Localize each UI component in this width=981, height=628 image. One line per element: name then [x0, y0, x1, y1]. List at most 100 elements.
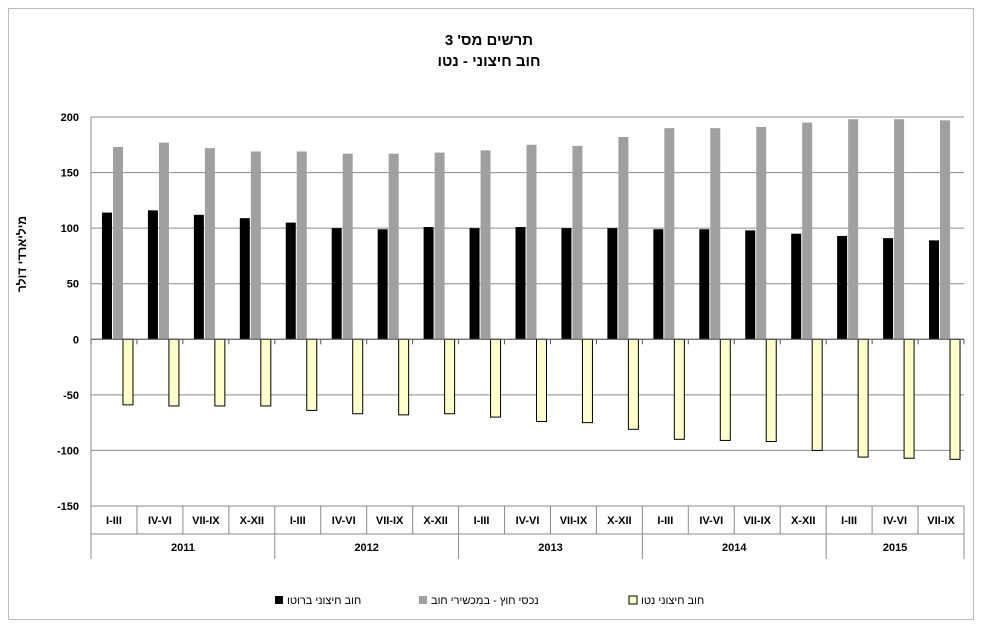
- bars: [101, 119, 961, 460]
- bar: [811, 338, 823, 451]
- quarter-label: VII-IX: [927, 515, 955, 527]
- quarter-label: VII-IX: [376, 515, 404, 527]
- bar: [618, 137, 629, 340]
- y-tick-label: 100: [61, 223, 79, 235]
- chart-svg: 200 150 100 50 0 -50 -100 -150 I-III IV-VI VII-IX…: [15, 32, 965, 607]
- bar: [607, 228, 618, 340]
- bar: [101, 212, 112, 340]
- chart-subtitle: חוב חיצוני - נטו: [437, 53, 540, 70]
- bar: [903, 338, 915, 459]
- bar: [719, 338, 731, 441]
- bar: [857, 338, 869, 458]
- bar: [388, 153, 399, 340]
- bar: [398, 338, 410, 416]
- quarter-label: IV-VI: [516, 515, 540, 527]
- quarter-label: I-III: [474, 515, 490, 527]
- bar: [802, 122, 813, 340]
- y-tick-label: -50: [63, 390, 79, 402]
- bar: [572, 145, 583, 340]
- bar: [561, 228, 572, 340]
- bar: [147, 210, 158, 340]
- bar: [193, 214, 204, 340]
- axes: [90, 117, 965, 559]
- legend-label: חוב חיצוני ברוטו: [287, 595, 361, 607]
- quarter-label: I-III: [290, 515, 306, 527]
- quarter-label: I-III: [657, 515, 673, 527]
- y-axis-label: מיליארדי דולר: [15, 216, 29, 292]
- chart-frame: 200 150 100 50 0 -50 -100 -150 I-III IV-VI VII-IX…: [8, 8, 974, 620]
- bar: [526, 144, 537, 340]
- quarter-label: VII-IX: [560, 515, 588, 527]
- quarter-label: X-XII: [791, 515, 815, 527]
- bar: [434, 152, 445, 340]
- bar: [239, 218, 250, 340]
- bar: [250, 151, 261, 340]
- bar: [765, 338, 777, 443]
- legend-label: נכסי חוץ - במכשירי חוב: [431, 595, 539, 607]
- legend: חוב חיצוני ברוטו נכסי חוץ - במכשירי חוב חו…: [275, 595, 704, 607]
- bar: [423, 227, 434, 340]
- quarter-label: IV-VI: [883, 515, 907, 527]
- bar: [342, 153, 353, 340]
- bar: [112, 147, 123, 340]
- y-tick-label: 50: [67, 279, 79, 291]
- quarter-label: IV-VI: [148, 515, 172, 527]
- bar: [352, 338, 364, 415]
- bar: [204, 148, 215, 340]
- legend-label: חוב חיצוני נטו: [641, 595, 704, 607]
- bar: [664, 128, 675, 340]
- bar: [848, 119, 859, 340]
- legend-swatch: [419, 596, 427, 604]
- bar: [515, 227, 526, 340]
- bar: [377, 229, 388, 340]
- bar: [296, 151, 307, 340]
- y-tick-label: 150: [61, 168, 79, 180]
- bar: [940, 120, 951, 340]
- year-label: 2012: [354, 542, 378, 554]
- bar: [894, 119, 905, 340]
- bar: [653, 229, 664, 340]
- bar: [469, 228, 480, 340]
- bar: [745, 230, 756, 340]
- quarter-label: I-III: [106, 515, 122, 527]
- bar: [444, 338, 456, 415]
- bar: [756, 127, 767, 340]
- bar: [837, 235, 848, 340]
- bar: [214, 338, 226, 407]
- year-label: 2013: [538, 542, 562, 554]
- legend-item: חוב חיצוני נטו: [628, 595, 704, 607]
- legend-item: חוב חיצוני ברוטו: [275, 595, 361, 607]
- y-tick-label: 0: [73, 334, 79, 346]
- bar: [673, 338, 685, 440]
- year-label: 2014: [722, 542, 747, 554]
- y-tick-label: -150: [57, 501, 79, 513]
- bar: [306, 338, 318, 411]
- bar: [122, 338, 134, 406]
- bar: [168, 338, 180, 407]
- legend-swatch: [628, 595, 638, 605]
- legend-item: נכסי חוץ - במכשירי חוב: [419, 595, 539, 607]
- bar: [536, 338, 547, 423]
- bar: [699, 229, 710, 340]
- bar: [929, 240, 940, 340]
- quarter-label: X-XII: [607, 515, 631, 527]
- y-tick-labels: 200 150 100 50 0 -50 -100 -150: [57, 112, 79, 513]
- bar: [260, 338, 272, 407]
- y-tick-label: 200: [61, 112, 79, 124]
- bar: [949, 338, 961, 460]
- quarter-label: VII-IX: [192, 515, 220, 527]
- quarter-label: VII-IX: [743, 515, 771, 527]
- bar: [581, 338, 593, 424]
- chart-title: תרשים מס' 3: [445, 32, 533, 49]
- year-label: 2011: [171, 542, 195, 554]
- bar: [158, 142, 169, 340]
- category-axis: I-III IV-VI VII-IX X-XII I-III IV-VI VII-IX X-X…: [90, 505, 965, 559]
- bar: [710, 128, 721, 340]
- quarter-label: IV-VI: [332, 515, 356, 527]
- y-tick-label: -100: [57, 445, 79, 457]
- bar: [331, 228, 342, 340]
- bar: [285, 222, 296, 340]
- year-label: 2015: [883, 542, 907, 554]
- quarter-label: X-XII: [240, 515, 264, 527]
- bar: [490, 338, 502, 418]
